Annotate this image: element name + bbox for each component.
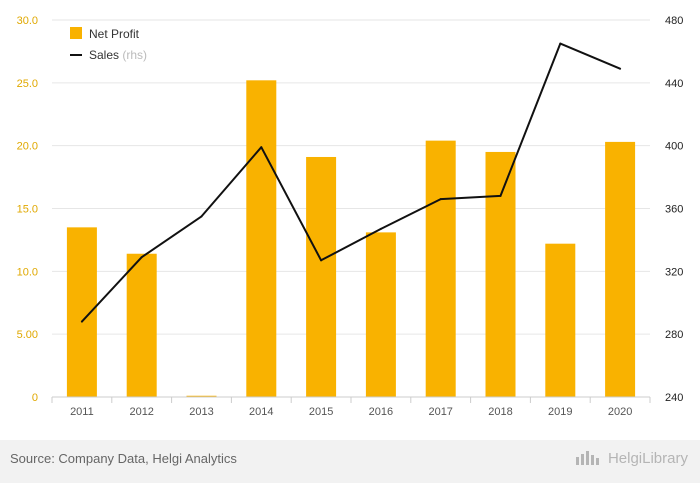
helgi-library-icon xyxy=(575,451,599,465)
y-right-tick-label: 240 xyxy=(665,392,683,404)
y-left-tick-label: 30.0 xyxy=(17,15,38,27)
x-tick-label: 2020 xyxy=(608,406,632,418)
point-sales xyxy=(559,42,562,45)
bar-net-profit xyxy=(186,395,217,397)
point-sales xyxy=(439,198,442,201)
x-tick-label: 2012 xyxy=(129,406,153,418)
y-left-tick-label: 15.0 xyxy=(17,204,38,216)
bar-net-profit xyxy=(246,80,277,397)
bar-net-profit xyxy=(126,253,157,397)
y-left-tick-label: 5.00 xyxy=(17,329,38,341)
y-left-tick-label: 20.0 xyxy=(17,141,38,153)
y-right-tick-label: 400 xyxy=(665,141,683,153)
y-left-tick-label: 0 xyxy=(32,392,38,404)
bar-series-net-profit xyxy=(66,80,636,397)
bar-net-profit xyxy=(306,156,337,397)
legend: Net Profit Sales (rhs) xyxy=(70,27,147,62)
y-right-tick-label: 480 xyxy=(665,15,683,27)
y-left-tick-label: 25.0 xyxy=(17,78,38,90)
x-tick-label: 2017 xyxy=(428,406,452,418)
x-tick-label: 2019 xyxy=(548,406,572,418)
legend-label-sales: Sales (rhs) xyxy=(89,48,147,62)
point-sales xyxy=(320,259,323,262)
x-tick-label: 2018 xyxy=(488,406,512,418)
y-right-tick-label: 360 xyxy=(665,204,683,216)
x-tick-label: 2014 xyxy=(249,406,273,418)
legend-label-sales-suffix: (rhs) xyxy=(122,48,147,62)
bar-net-profit xyxy=(485,151,516,397)
bar-net-profit xyxy=(66,227,97,397)
legend-label-net-profit: Net Profit xyxy=(89,27,140,41)
axes: 0 240 5.00 280 10.0 320 15.0 360 20.0 400 25.0 440 3… xyxy=(17,15,684,418)
legend-swatch-net-profit xyxy=(70,27,82,39)
bar-net-profit xyxy=(605,141,636,397)
source-text: Source: Company Data, Helgi Analytics xyxy=(10,451,237,466)
x-tick-label: 2015 xyxy=(309,406,333,418)
combo-chart: 0 240 5.00 280 10.0 320 15.0 360 20.0 400 25.0 440 3… xyxy=(17,15,684,418)
y-right-tick-label: 320 xyxy=(665,266,683,278)
y-right-tick-label: 280 xyxy=(665,329,683,341)
x-tick-label: 2013 xyxy=(189,406,213,418)
y-left-tick-label: 10.0 xyxy=(17,266,38,278)
x-tick-label: 2016 xyxy=(369,406,393,418)
footer: Source: Company Data, Helgi Analytics He… xyxy=(0,440,700,483)
point-sales xyxy=(200,215,203,218)
point-sales xyxy=(140,256,143,259)
point-sales xyxy=(379,227,382,230)
brand-name: HelgiLibrary xyxy=(607,449,688,467)
x-tick-label: 2011 xyxy=(70,406,94,418)
y-right-tick-label: 440 xyxy=(665,78,683,90)
point-sales xyxy=(619,67,622,70)
point-sales xyxy=(80,320,83,323)
point-sales xyxy=(260,146,263,149)
brand-logo: HelgiLibrary xyxy=(574,449,688,467)
bar-net-profit xyxy=(425,140,456,397)
line-series-sales xyxy=(80,42,622,323)
line-sales xyxy=(81,42,621,323)
bar-net-profit xyxy=(545,243,576,397)
bar-net-profit xyxy=(365,232,396,397)
point-sales xyxy=(499,194,502,197)
